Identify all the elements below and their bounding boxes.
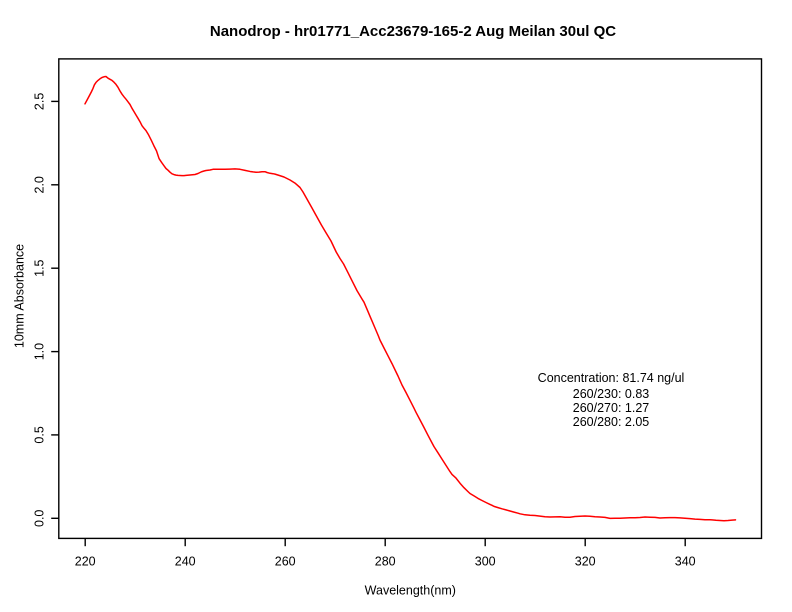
- svg-text:280: 280: [375, 555, 396, 569]
- svg-text:260/230: 0.83: 260/230: 0.83: [573, 387, 650, 401]
- svg-text:340: 340: [675, 555, 696, 569]
- svg-text:240: 240: [175, 555, 196, 569]
- svg-text:220: 220: [75, 555, 96, 569]
- svg-text:320: 320: [575, 555, 596, 569]
- svg-text:2.0: 2.0: [32, 176, 46, 193]
- svg-text:Concentration: 81.74 ng/ul: Concentration: 81.74 ng/ul: [538, 371, 685, 385]
- svg-text:260/280: 2.05: 260/280: 2.05: [573, 415, 650, 429]
- svg-text:260: 260: [275, 555, 296, 569]
- svg-text:0.5: 0.5: [32, 426, 46, 443]
- svg-text:300: 300: [475, 555, 496, 569]
- svg-text:1.5: 1.5: [32, 259, 46, 276]
- svg-text:2.5: 2.5: [32, 93, 46, 110]
- svg-text:Wavelength(nm): Wavelength(nm): [365, 584, 456, 598]
- svg-text:10mm Absorbance: 10mm Absorbance: [13, 244, 27, 348]
- svg-text:260/270: 1.27: 260/270: 1.27: [573, 401, 650, 415]
- svg-text:Nanodrop - hr01771_Acc23679-16: Nanodrop - hr01771_Acc23679-165-2 Aug Me…: [210, 23, 616, 40]
- svg-text:1.0: 1.0: [32, 343, 46, 360]
- svg-text:0.0: 0.0: [32, 510, 46, 527]
